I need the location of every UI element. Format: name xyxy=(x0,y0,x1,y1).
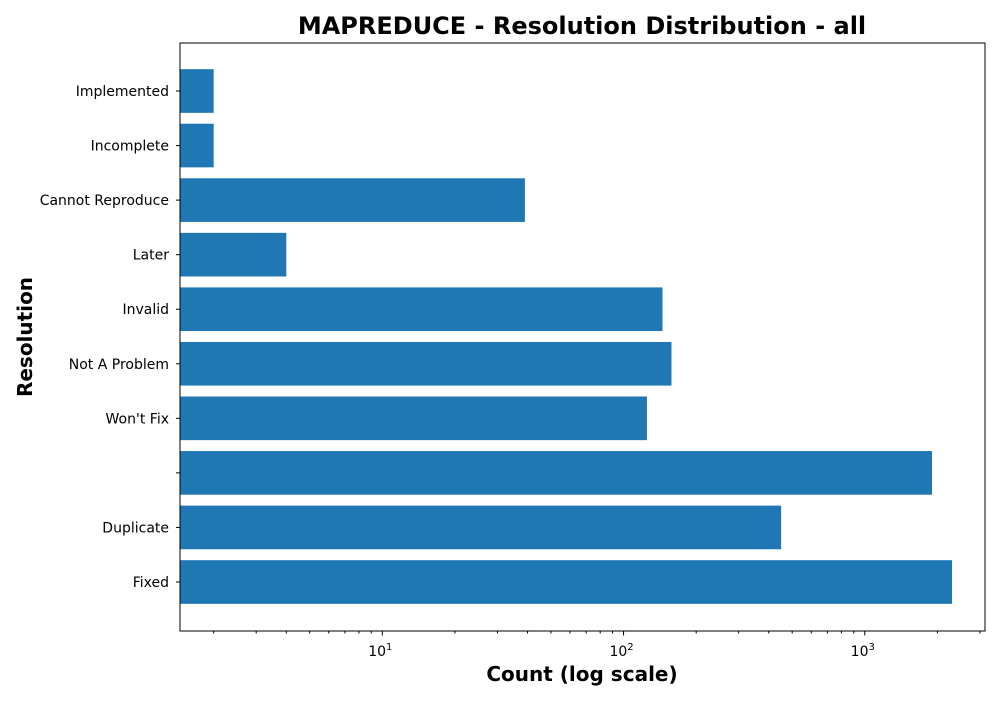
y-tick-label: Duplicate xyxy=(102,520,169,536)
x-tick-label: 101 xyxy=(368,642,392,660)
y-tick-label: Fixed xyxy=(133,575,169,591)
y-tick-label: Not A Problem xyxy=(69,357,169,373)
bar-implemented xyxy=(180,69,214,113)
y-tick-label: Won't Fix xyxy=(106,411,169,427)
bar-duplicate xyxy=(180,506,781,550)
bar-won-t-fix xyxy=(180,397,647,441)
bar-not-a-problem xyxy=(180,342,671,386)
y-axis-title: Resolution xyxy=(13,277,37,397)
y-tick-label: Implemented xyxy=(76,84,169,100)
bar-invalid xyxy=(180,287,662,331)
bar-fixed xyxy=(180,560,952,604)
bar-later xyxy=(180,233,286,277)
plot-area: Fixed Duplicate Won't Fix Not A Problem Inva… xyxy=(40,43,985,660)
y-tick-label: Incomplete xyxy=(91,139,169,155)
y-tick-label: Later xyxy=(133,248,169,264)
x-axis-title: Count (log scale) xyxy=(486,662,677,686)
y-tick-label: Cannot Reproduce xyxy=(40,193,169,209)
x-tick-label: 103 xyxy=(851,642,875,660)
bar-cannot-reproduce xyxy=(180,178,525,222)
bar-unlabeled xyxy=(180,451,932,495)
y-tick-label: Invalid xyxy=(122,302,169,318)
bar-incomplete xyxy=(180,124,214,168)
x-tick-label: 102 xyxy=(609,642,633,660)
chart-title: MAPREDUCE - Resolution Distribution - al… xyxy=(298,12,866,40)
